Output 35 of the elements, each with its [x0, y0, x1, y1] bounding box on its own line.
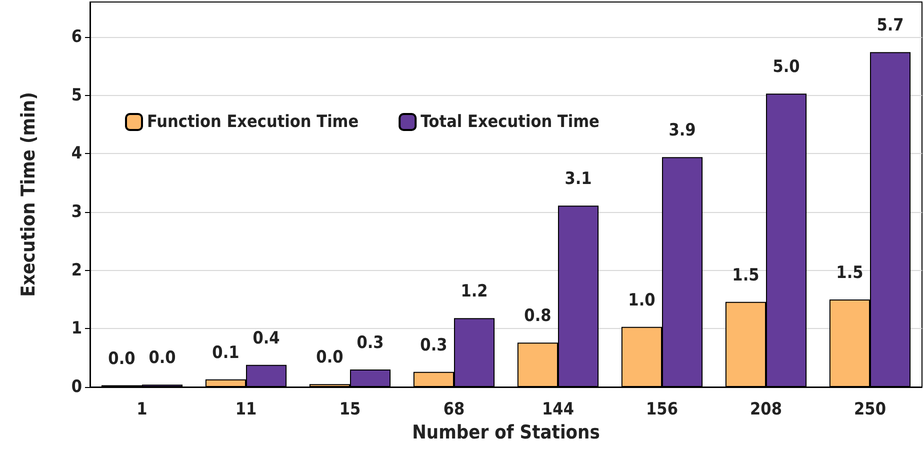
x-tick-label: 208 — [750, 400, 782, 420]
data-label: 0.0 — [108, 348, 136, 369]
x-tick-label: 68 — [443, 400, 465, 420]
data-label: 0.1 — [212, 342, 240, 363]
y-tick-label: 6 — [71, 27, 82, 47]
x-tick-label: 156 — [646, 400, 678, 420]
y-tick-label: 2 — [71, 260, 82, 280]
data-label: 3.1 — [564, 169, 592, 190]
data-label: 5.7 — [876, 16, 904, 36]
data-label: 0.3 — [356, 333, 384, 353]
x-tick-label: 1 — [136, 400, 148, 420]
y-tick-label: 3 — [71, 202, 82, 222]
y-tick-label: 4 — [71, 144, 82, 164]
data-label: 0.3 — [420, 335, 448, 356]
x-tick-label: 11 — [235, 400, 257, 420]
data-label: 0.4 — [252, 328, 280, 348]
data-label: 0.8 — [524, 306, 552, 326]
data-label: 0.0 — [316, 348, 344, 368]
x-tick-label: 15 — [339, 400, 361, 420]
legend-label: Total Execution Time — [420, 112, 600, 132]
y-tick-label: 5 — [71, 85, 82, 106]
data-label: 1.5 — [836, 263, 864, 283]
y-tick-label: 1 — [71, 318, 82, 339]
y-axis-title: Execution Time (min) — [18, 92, 40, 297]
data-label: 0.0 — [148, 348, 176, 368]
data-label: 1.5 — [732, 265, 760, 286]
x-tick-label: 250 — [854, 400, 886, 420]
y-tick-label: 0 — [71, 377, 82, 397]
data-label: 1.2 — [460, 282, 488, 302]
data-label: 1.0 — [628, 290, 656, 310]
x-tick-label: 144 — [542, 400, 574, 420]
legend-label: Function Execution Time — [147, 112, 359, 132]
x-axis-title: Number of Stations — [412, 421, 600, 444]
data-label: 3.9 — [668, 120, 696, 141]
data-label: 5.0 — [772, 57, 800, 78]
